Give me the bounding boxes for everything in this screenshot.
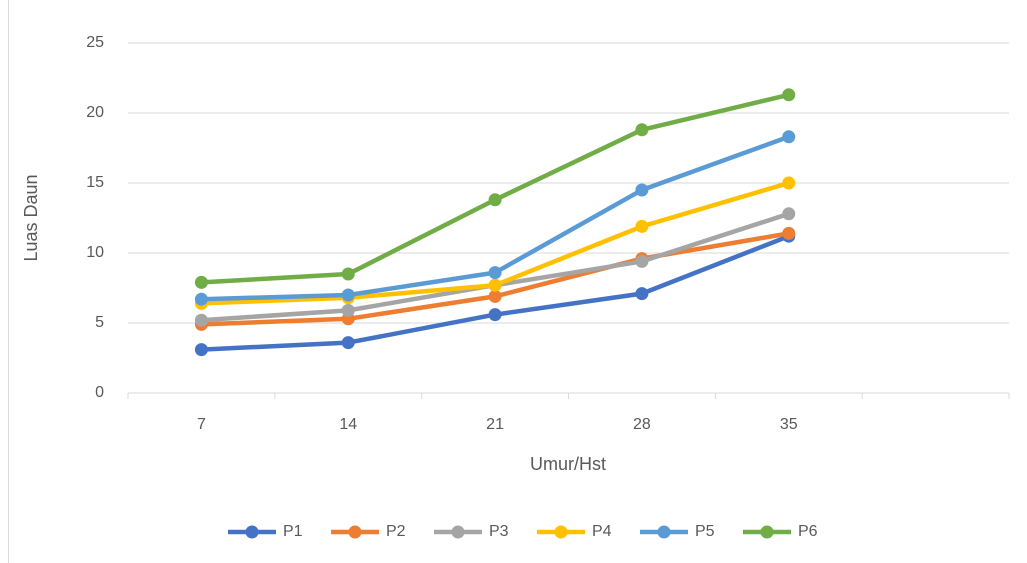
legend-label: P4 xyxy=(592,523,612,540)
data-point xyxy=(782,130,796,144)
x-tick-label: 14 xyxy=(339,416,357,433)
data-point xyxy=(782,176,796,190)
y-tick-label: 25 xyxy=(86,34,104,51)
x-tick-label: 7 xyxy=(197,416,206,433)
data-point xyxy=(635,219,649,233)
data-point xyxy=(341,288,355,302)
data-point xyxy=(488,266,502,280)
data-point xyxy=(194,292,208,306)
legend-marker xyxy=(760,525,774,539)
x-tick-label: 21 xyxy=(486,416,504,433)
legend-marker xyxy=(451,525,465,539)
data-point xyxy=(635,287,649,301)
data-point xyxy=(341,267,355,281)
data-point xyxy=(488,193,502,207)
legend-marker xyxy=(657,525,671,539)
y-tick-label: 5 xyxy=(95,314,104,331)
legend-label: P2 xyxy=(386,523,406,540)
y-tick-label: 20 xyxy=(86,104,104,121)
data-point xyxy=(635,123,649,137)
legend-marker xyxy=(554,525,568,539)
legend-marker xyxy=(348,525,362,539)
legend-label: P1 xyxy=(283,523,303,540)
x-tick-label: 35 xyxy=(780,416,798,433)
data-point xyxy=(782,226,796,240)
data-point xyxy=(341,303,355,317)
data-point xyxy=(488,278,502,292)
data-point xyxy=(194,313,208,327)
data-point xyxy=(194,343,208,357)
data-point xyxy=(194,275,208,289)
y-tick-label: 10 xyxy=(86,244,104,261)
data-point xyxy=(782,88,796,102)
legend-label: P3 xyxy=(489,523,509,540)
x-tick-label: 28 xyxy=(633,416,651,433)
legend-label: P5 xyxy=(695,523,715,540)
y-tick-label: 0 xyxy=(95,384,104,401)
data-point xyxy=(488,289,502,303)
legend-label: P6 xyxy=(798,523,818,540)
data-point xyxy=(635,254,649,268)
legend-marker xyxy=(245,525,259,539)
data-point xyxy=(782,207,796,221)
y-axis-label: Luas Daun xyxy=(21,174,41,261)
chart-border xyxy=(8,0,9,563)
data-point xyxy=(341,336,355,350)
x-axis-label: Umur/Hst xyxy=(530,454,606,474)
data-point xyxy=(635,183,649,197)
data-point xyxy=(488,308,502,322)
y-tick-label: 15 xyxy=(86,174,104,191)
series-line xyxy=(201,92,790,285)
